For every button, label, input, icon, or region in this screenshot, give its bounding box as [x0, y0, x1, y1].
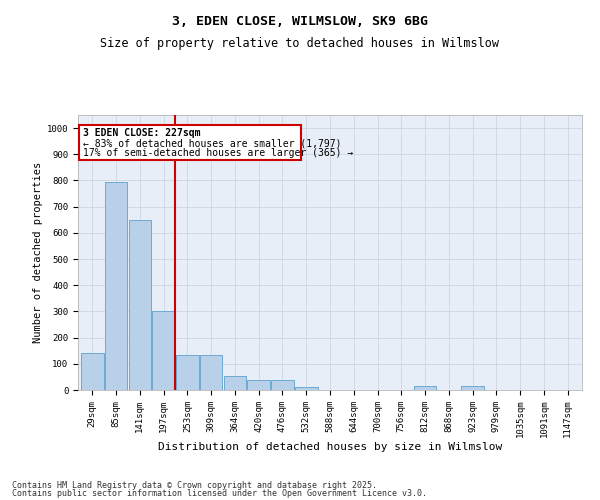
Text: 3, EDEN CLOSE, WILMSLOW, SK9 6BG: 3, EDEN CLOSE, WILMSLOW, SK9 6BG — [172, 15, 428, 28]
Text: Size of property relative to detached houses in Wilmslow: Size of property relative to detached ho… — [101, 38, 499, 51]
X-axis label: Distribution of detached houses by size in Wilmslow: Distribution of detached houses by size … — [158, 442, 502, 452]
Text: Contains HM Land Registry data © Crown copyright and database right 2025.: Contains HM Land Registry data © Crown c… — [12, 481, 377, 490]
Bar — [271, 380, 294, 390]
Text: Contains public sector information licensed under the Open Government Licence v3: Contains public sector information licen… — [12, 488, 427, 498]
Bar — [295, 388, 317, 390]
Y-axis label: Number of detached properties: Number of detached properties — [32, 162, 43, 343]
Text: ← 83% of detached houses are smaller (1,797): ← 83% of detached houses are smaller (1,… — [83, 138, 341, 148]
FancyBboxPatch shape — [79, 126, 301, 160]
Text: 3 EDEN CLOSE: 227sqm: 3 EDEN CLOSE: 227sqm — [83, 128, 200, 138]
Bar — [128, 220, 151, 390]
Bar — [461, 386, 484, 390]
Bar — [176, 354, 199, 390]
Bar — [81, 354, 104, 390]
Bar — [224, 376, 246, 390]
Bar — [414, 386, 436, 390]
Bar — [152, 312, 175, 390]
Bar — [200, 354, 223, 390]
Bar — [105, 182, 127, 390]
Bar — [247, 380, 270, 390]
Text: 17% of semi-detached houses are larger (365) →: 17% of semi-detached houses are larger (… — [83, 148, 353, 158]
